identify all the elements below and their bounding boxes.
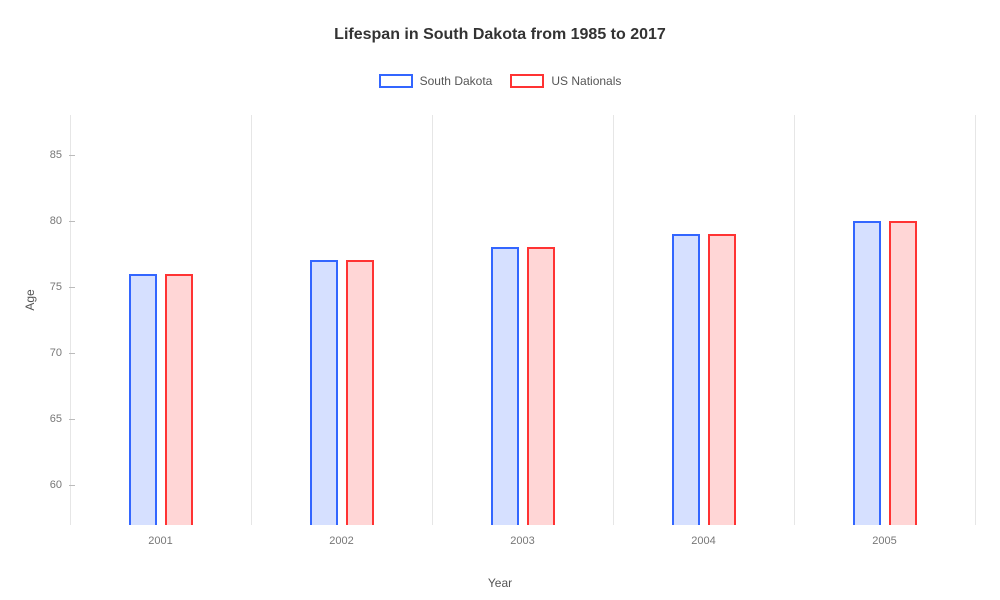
gridline-vertical xyxy=(613,115,614,525)
bar xyxy=(310,260,338,525)
y-tick-mark xyxy=(69,287,75,288)
gridline-vertical xyxy=(251,115,252,525)
bar xyxy=(346,260,374,525)
bar xyxy=(708,234,736,525)
chart-title: Lifespan in South Dakota from 1985 to 20… xyxy=(0,0,1000,44)
y-tick-mark xyxy=(69,485,75,486)
bar xyxy=(889,221,917,525)
legend-swatch-icon xyxy=(510,74,544,88)
legend-label: South Dakota xyxy=(420,74,493,88)
x-tick-label: 2003 xyxy=(510,535,534,547)
x-tick-label: 2005 xyxy=(872,535,896,547)
x-tick-label: 2002 xyxy=(329,535,353,547)
y-tick-mark xyxy=(69,419,75,420)
x-axis-title: Year xyxy=(488,576,512,590)
legend-item-south-dakota: South Dakota xyxy=(379,74,493,88)
y-tick-label: 80 xyxy=(50,215,62,227)
y-tick-mark xyxy=(69,221,75,222)
y-tick-label: 75 xyxy=(50,281,62,293)
gridline-vertical xyxy=(794,115,795,525)
x-tick-label: 2001 xyxy=(148,535,172,547)
y-tick-mark xyxy=(69,155,75,156)
legend-label: US Nationals xyxy=(551,74,621,88)
bar xyxy=(491,247,519,525)
bar xyxy=(527,247,555,525)
bar xyxy=(129,274,157,525)
legend: South Dakota US Nationals xyxy=(0,74,1000,88)
y-tick-mark xyxy=(69,353,75,354)
y-tick-label: 70 xyxy=(50,347,62,359)
gridline-vertical xyxy=(70,115,71,525)
bar xyxy=(853,221,881,525)
y-tick-label: 65 xyxy=(50,413,62,425)
bar xyxy=(165,274,193,525)
y-axis-title: Age xyxy=(23,289,37,310)
legend-item-us-nationals: US Nationals xyxy=(510,74,621,88)
legend-swatch-icon xyxy=(379,74,413,88)
gridline-vertical xyxy=(975,115,976,525)
x-tick-label: 2004 xyxy=(691,535,715,547)
plot-area: 60657075808520012002200320042005 xyxy=(70,115,975,525)
bar xyxy=(672,234,700,525)
y-tick-label: 85 xyxy=(50,149,62,161)
y-tick-label: 60 xyxy=(50,479,62,491)
gridline-vertical xyxy=(432,115,433,525)
